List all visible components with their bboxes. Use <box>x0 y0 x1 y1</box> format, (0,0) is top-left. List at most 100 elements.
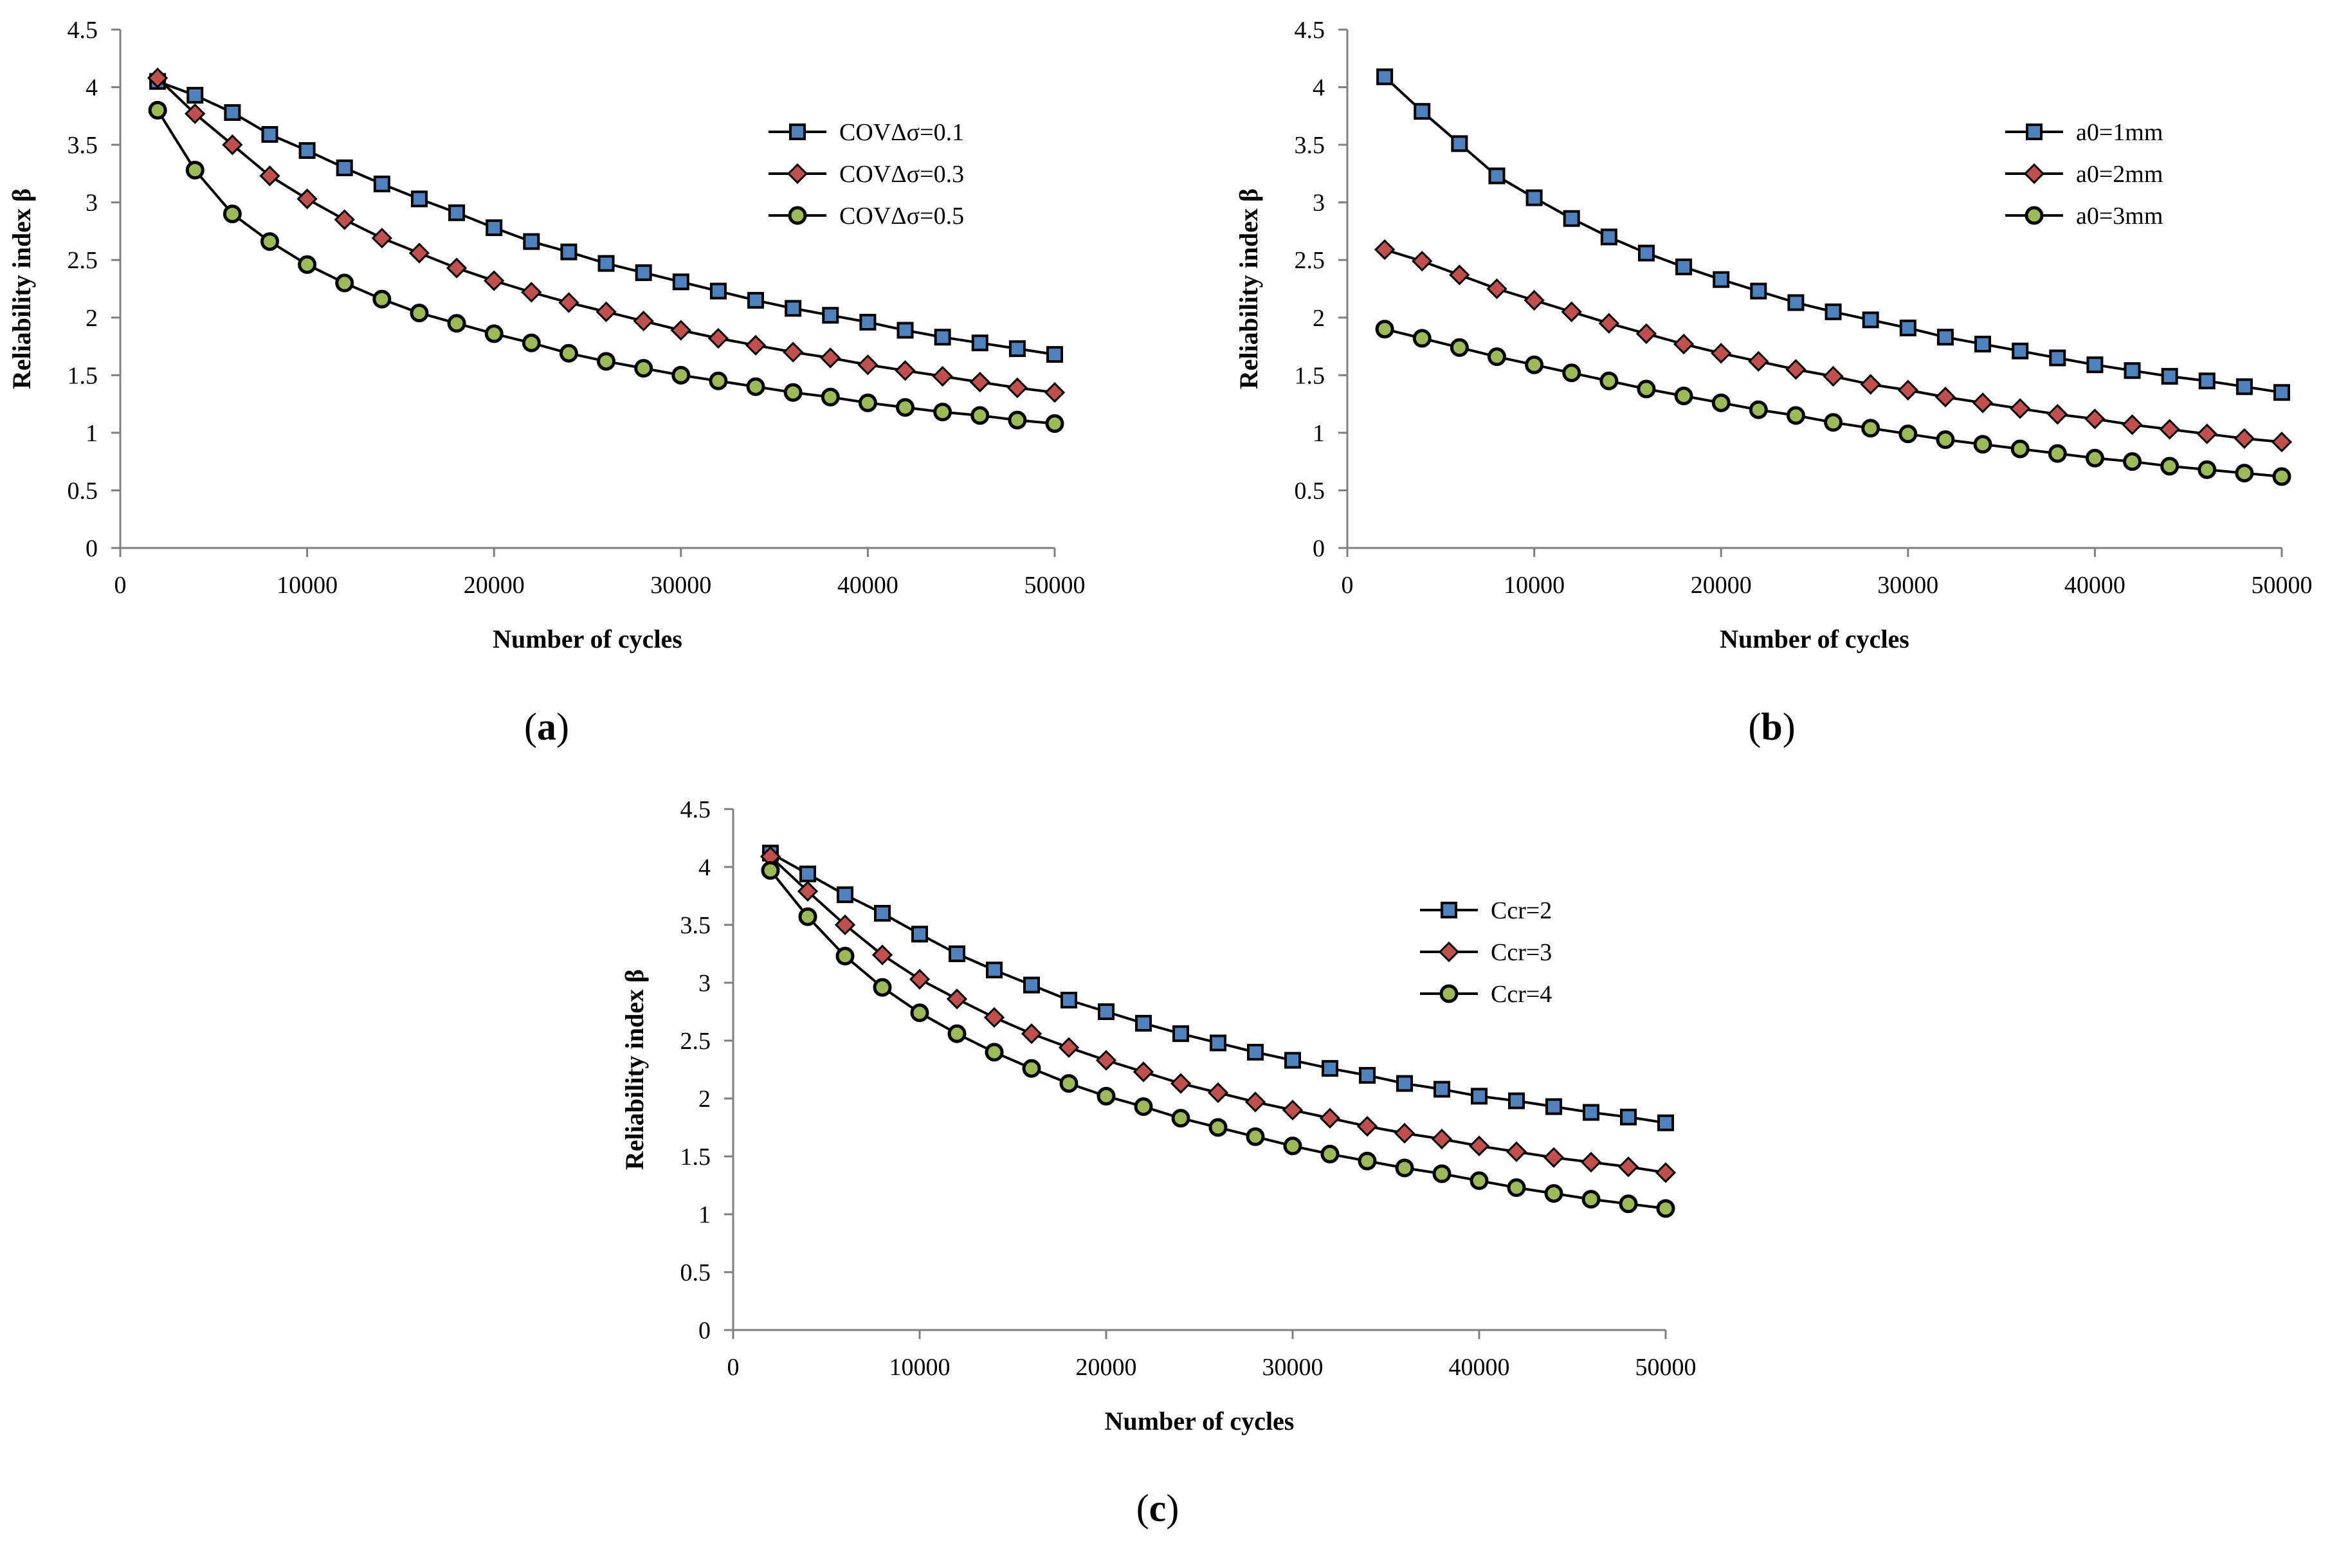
data-point <box>1359 1067 1376 1084</box>
legend: COVΔσ=0.1 COVΔσ=0.3 COVΔσ=0.5 <box>769 119 964 230</box>
data-point <box>2048 444 2067 463</box>
data-point <box>1095 1050 1117 1071</box>
data-point <box>2273 384 2290 401</box>
x-tick-label: 0 <box>727 1354 740 1381</box>
data-point <box>1023 976 1040 994</box>
panel-label-open: ( <box>1748 706 1761 748</box>
data-point <box>859 313 877 331</box>
data-point <box>336 159 353 176</box>
legend-marker <box>1439 984 1459 1003</box>
x-axis-title: Number of cycles <box>1105 1407 1295 1436</box>
data-point <box>2084 408 2106 430</box>
data-point <box>334 209 355 230</box>
data-point <box>1376 68 1394 86</box>
data-point <box>223 205 242 224</box>
data-point <box>897 322 914 339</box>
data-point <box>1637 379 1656 399</box>
legend-label: COVΔσ=0.3 <box>839 161 964 188</box>
data-point <box>1635 323 1657 344</box>
y-tick-label: 1.5 <box>1295 362 1325 389</box>
x-tick-label: 50000 <box>1635 1354 1697 1381</box>
chart-panel-a: 0 0.5 1 1.5 2 2.5 3 3.5 4 4.5 0 10000 20000 30000 4000… <box>7 17 1086 748</box>
data-point <box>1749 400 1768 419</box>
panel-label: (c) <box>1136 1487 1179 1529</box>
data-point <box>1637 244 1655 262</box>
panel-label-letter: b <box>1761 706 1782 748</box>
legend: a0=1mm a0=2mm a0=3mm <box>2005 119 2163 230</box>
data-point <box>1284 1052 1301 1069</box>
y-tick-label: 2.5 <box>680 1028 711 1055</box>
data-point <box>1580 1151 1602 1173</box>
data-point <box>560 243 578 260</box>
data-point <box>874 905 891 922</box>
x-axis-title: Number of cycles <box>1720 624 1909 653</box>
data-point <box>1823 366 1844 387</box>
data-point <box>1433 1080 1450 1098</box>
data-point <box>1656 1199 1675 1218</box>
data-point <box>2271 432 2293 453</box>
legend-marker <box>789 123 806 140</box>
data-point <box>969 371 990 393</box>
data-point <box>1525 355 1544 374</box>
data-point <box>745 334 767 356</box>
y-tick-label: 2 <box>698 1086 711 1113</box>
data-point <box>761 861 780 880</box>
data-point <box>523 233 540 250</box>
data-point <box>822 307 839 324</box>
panel-label-letter: a <box>537 706 556 748</box>
data-point <box>1172 1025 1189 1043</box>
x-tick-label: 0 <box>1342 572 1354 599</box>
data-point <box>371 228 392 249</box>
panel-label-letter: c <box>1149 1487 1167 1529</box>
data-point <box>1468 1135 1490 1156</box>
data-point <box>1934 387 1956 408</box>
x-tick-label: 30000 <box>1262 1354 1324 1381</box>
data-point <box>1508 1092 1525 1109</box>
series-0 <box>762 844 1674 1131</box>
y-tick-label: 2.5 <box>68 247 98 274</box>
data-point <box>1395 1158 1414 1178</box>
data-point <box>1825 303 1842 320</box>
series-line <box>1384 327 2282 478</box>
data-point <box>2124 362 2141 379</box>
data-point <box>1247 1044 1264 1061</box>
y-tick-label: 0 <box>698 1317 711 1344</box>
x-tick-label: 30000 <box>650 572 711 599</box>
data-point <box>1581 1190 1601 1209</box>
data-point <box>785 300 802 317</box>
data-point <box>2235 378 2253 396</box>
data-point <box>1862 311 1879 329</box>
data-point <box>1507 1178 1526 1198</box>
series-0 <box>149 73 1063 363</box>
x-axis-title: Number of cycles <box>493 624 682 653</box>
data-point <box>949 945 965 962</box>
y-tick-label: 1.5 <box>68 362 98 389</box>
data-point <box>634 359 653 378</box>
data-point <box>1414 103 1431 120</box>
legend-marker <box>1438 941 1460 963</box>
data-point <box>222 134 243 156</box>
panel-label-open: ( <box>524 706 537 748</box>
data-point <box>372 289 392 309</box>
data-point <box>707 327 729 349</box>
legend-label: Ccr=4 <box>1491 981 1552 1008</box>
series-1 <box>760 846 1677 1183</box>
data-point <box>1786 406 1805 425</box>
series-2 <box>1375 320 2291 486</box>
data-point <box>1449 264 1470 286</box>
data-point <box>783 383 803 402</box>
data-point <box>1711 393 1731 412</box>
x-tick-label: 20000 <box>1691 572 1752 599</box>
data-point <box>484 270 505 291</box>
y-tick-label: 2 <box>86 305 98 332</box>
data-point <box>1283 1136 1302 1156</box>
data-point <box>1008 340 1026 358</box>
y-tick-label: 0 <box>1313 535 1325 562</box>
data-point <box>1598 313 1619 334</box>
x-tick-label: 10000 <box>1504 572 1565 599</box>
data-point <box>1673 333 1695 355</box>
legend-label: a0=1mm <box>2076 119 2163 146</box>
data-point <box>1936 430 1955 450</box>
data-point <box>1358 1151 1377 1171</box>
